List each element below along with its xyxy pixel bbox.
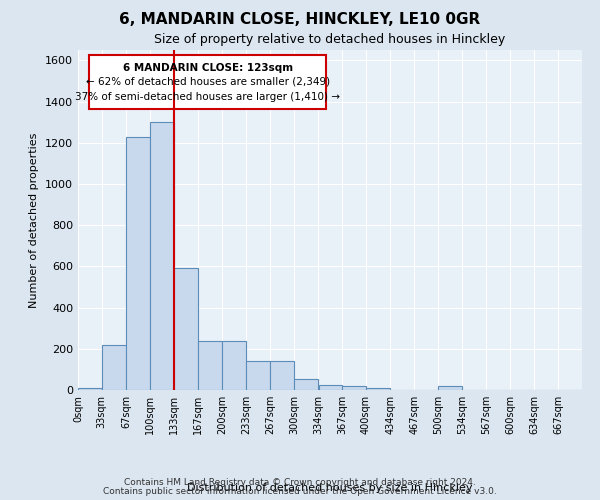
Text: 6 MANDARIN CLOSE: 123sqm: 6 MANDARIN CLOSE: 123sqm bbox=[122, 62, 293, 72]
Bar bbox=[319, 385, 342, 390]
Bar bbox=[127, 136, 150, 390]
X-axis label: Distribution of detached houses by size in Hinckley: Distribution of detached houses by size … bbox=[187, 483, 473, 493]
Text: 6, MANDARIN CLOSE, HINCKLEY, LE10 0GR: 6, MANDARIN CLOSE, HINCKLEY, LE10 0GR bbox=[119, 12, 481, 28]
Text: Contains public sector information licensed under the Open Government Licence v3: Contains public sector information licen… bbox=[103, 487, 497, 496]
Bar bbox=[199, 340, 222, 390]
Bar bbox=[174, 268, 198, 390]
Bar bbox=[294, 378, 318, 390]
Bar bbox=[150, 122, 173, 390]
Text: 37% of semi-detached houses are larger (1,410) →: 37% of semi-detached houses are larger (… bbox=[75, 92, 340, 102]
Bar bbox=[222, 340, 245, 390]
Bar bbox=[271, 361, 294, 390]
Bar bbox=[343, 386, 366, 390]
Text: Contains HM Land Registry data © Crown copyright and database right 2024.: Contains HM Land Registry data © Crown c… bbox=[124, 478, 476, 487]
Text: ← 62% of detached houses are smaller (2,349): ← 62% of detached houses are smaller (2,… bbox=[86, 77, 329, 87]
Bar bbox=[102, 344, 126, 390]
Title: Size of property relative to detached houses in Hinckley: Size of property relative to detached ho… bbox=[154, 33, 506, 46]
Bar bbox=[78, 388, 101, 390]
Bar bbox=[246, 361, 270, 390]
Bar bbox=[438, 386, 463, 390]
Bar bbox=[366, 388, 391, 390]
Y-axis label: Number of detached properties: Number of detached properties bbox=[29, 132, 40, 308]
FancyBboxPatch shape bbox=[89, 55, 326, 108]
